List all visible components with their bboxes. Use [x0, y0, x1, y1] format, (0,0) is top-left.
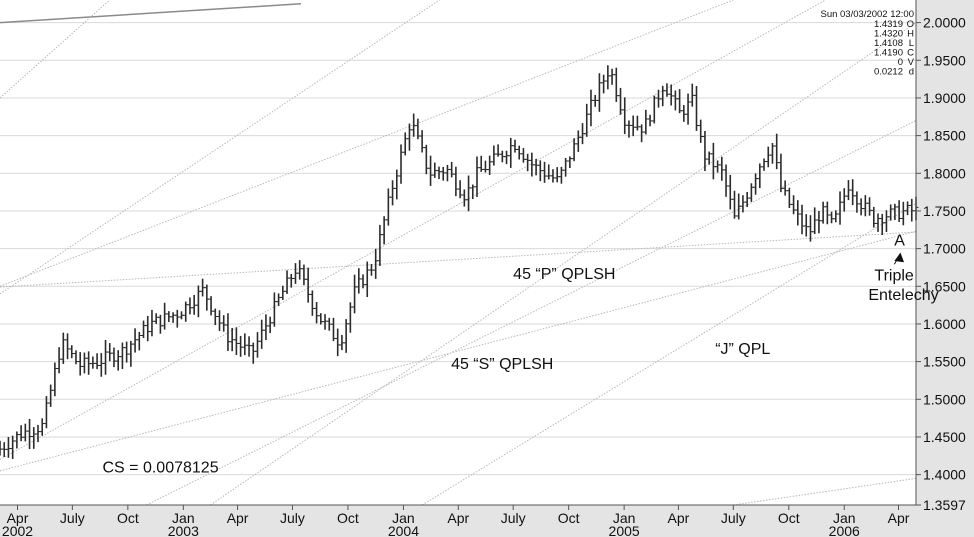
- info-open-code: O: [907, 19, 914, 30]
- x-year-label: 2006: [829, 523, 860, 537]
- trend-line: [0, 0, 826, 461]
- y-tick-label: 1.4500: [923, 429, 966, 445]
- x-tick-label: Jan: [392, 510, 415, 526]
- info-volume-value: 0: [898, 57, 903, 68]
- x-tick-label: Jan: [172, 510, 195, 526]
- x-year-label: 2002: [2, 523, 33, 537]
- trend-line: [0, 0, 111, 99]
- x-tick-label: Jan: [613, 510, 636, 526]
- annotation-triple: Triple: [874, 267, 914, 284]
- info-high-code: H: [907, 29, 914, 40]
- y-tick-label: 1.8000: [923, 165, 966, 181]
- info-low-value: 1.4108: [874, 38, 903, 49]
- info-box: Sun 03/03/2002 12:00 1.4319 O 1.4320 H 1…: [820, 9, 914, 78]
- annotations: 45 “P” QPLSH 45 “S” QPLSH “J” QPL CS = 0…: [103, 233, 939, 477]
- y-tick-label: 1.7000: [923, 241, 966, 257]
- y-tick-label: 1.4000: [923, 467, 966, 483]
- x-tick-label: Oct: [558, 510, 580, 526]
- trend-line: [210, 22, 917, 506]
- x-tick-label: Oct: [778, 510, 800, 526]
- x-year-label: 2004: [388, 523, 419, 537]
- trend-line: [0, 3, 301, 24]
- x-tick-label: Apr: [668, 510, 690, 526]
- trend-line: [733, 477, 917, 506]
- y-tick-label: 2.0000: [923, 15, 966, 31]
- x-tick-label: Apr: [447, 510, 469, 526]
- annotation-point-a: A: [894, 233, 905, 250]
- trend-line: [0, 0, 734, 287]
- trend-line: [0, 230, 917, 472]
- y-axis-ticks: 2.0000 1.9500 1.9000 1.8500 1.8000 1.7500 1.70…: [916, 15, 966, 513]
- annotation-arrow: [893, 252, 905, 265]
- x-tick-label: Oct: [117, 510, 139, 526]
- info-close-value: 1.4190: [874, 48, 903, 59]
- trend-line: [421, 202, 917, 506]
- x-tick-label: July: [501, 510, 526, 526]
- y-tick-label: 1.8500: [923, 128, 966, 144]
- x-tick-label: Apr: [227, 510, 249, 526]
- info-date: Sun 03/03/2002 12:00: [820, 9, 914, 20]
- info-diff-value: 0.0212: [874, 67, 903, 78]
- axis-panel-bottom: [0, 505, 974, 537]
- x-tick-label: July: [280, 510, 305, 526]
- y-tick-label: 1.6000: [923, 316, 966, 332]
- annotation-entelechy: Entelechy: [868, 287, 938, 304]
- y-tick-label: 1.6500: [923, 278, 966, 294]
- x-tick-label: July: [60, 510, 85, 526]
- y-tick-label: 1.3597: [923, 497, 966, 513]
- info-diff-code: d: [909, 67, 914, 78]
- plot-background: [0, 0, 916, 505]
- x-axis-ticks: Apr July Oct Jan Apr July Oct Jan Apr July Oct Jan A…: [2, 505, 910, 537]
- x-tick-label: Jan: [833, 510, 856, 526]
- x-tick-label: Oct: [337, 510, 359, 526]
- x-year-label: 2003: [168, 523, 199, 537]
- price-bars: [0, 65, 919, 460]
- x-tick-label: Apr: [888, 510, 910, 526]
- x-tick-label: Apr: [7, 510, 29, 526]
- annotation-cs-value: CS = 0.0078125: [103, 459, 219, 476]
- annotation-j-qpl: “J” QPL: [715, 341, 770, 358]
- info-close-code: C: [907, 48, 914, 59]
- x-year-label: 2005: [609, 523, 640, 537]
- y-tick-label: 1.5000: [923, 391, 966, 407]
- y-tick-label: 1.9500: [923, 52, 966, 68]
- annotation-p-qplsh: 45 “P” QPLSH: [513, 266, 615, 283]
- annotation-s-qplsh: 45 “S” QPLSH: [451, 356, 553, 373]
- info-low-code: L: [909, 38, 914, 49]
- info-high-value: 1.4320: [874, 29, 903, 40]
- trend-line: [0, 0, 440, 295]
- y-tick-label: 1.7500: [923, 203, 966, 219]
- x-tick-label: July: [721, 510, 746, 526]
- y-tick-label: 1.5500: [923, 354, 966, 370]
- info-volume-code: V: [908, 57, 915, 68]
- trend-lines: [0, 0, 917, 506]
- trend-line: [146, 120, 917, 506]
- axis-panel-right: [916, 0, 974, 537]
- info-open-value: 1.4319: [874, 19, 903, 30]
- y-tick-label: 1.9000: [923, 90, 966, 106]
